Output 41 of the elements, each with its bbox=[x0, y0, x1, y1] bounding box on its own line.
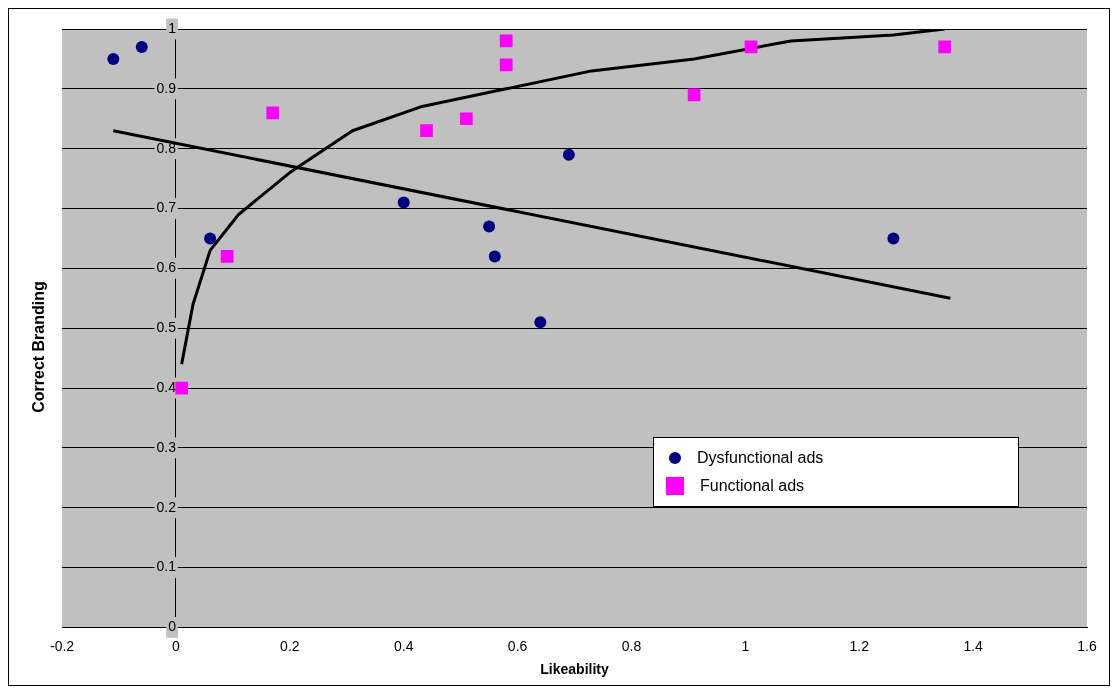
point bbox=[687, 88, 701, 102]
y-tick-label: 0.3 bbox=[156, 438, 177, 455]
x-tick-label: 0.2 bbox=[280, 637, 300, 654]
y-axis-title: Correct Branding bbox=[30, 281, 48, 413]
point bbox=[938, 40, 952, 54]
legend-label: Dysfunctional ads bbox=[697, 449, 824, 467]
y-tick-label: 0.9 bbox=[156, 79, 177, 96]
x-tick-label: 0.8 bbox=[621, 637, 642, 654]
point bbox=[534, 316, 547, 329]
x-tick-label: 1 bbox=[741, 637, 750, 654]
y-tick-label: 0.1 bbox=[156, 558, 177, 575]
point bbox=[887, 232, 900, 245]
point bbox=[483, 220, 496, 233]
x-axis-title: Likeability bbox=[540, 661, 609, 678]
point bbox=[499, 34, 513, 48]
point bbox=[499, 58, 513, 72]
point bbox=[266, 106, 280, 120]
point bbox=[175, 381, 188, 395]
point bbox=[488, 250, 501, 263]
y-tick-label: 0.8 bbox=[156, 139, 177, 156]
x-tick-label: 0.6 bbox=[507, 637, 528, 654]
point bbox=[135, 40, 148, 53]
y-tick-label: 1 bbox=[168, 19, 177, 36]
y-tick-label: 0.5 bbox=[156, 319, 177, 336]
x-tick-label: 1.4 bbox=[963, 637, 984, 654]
x-tick-label: 1.2 bbox=[849, 637, 870, 654]
point bbox=[220, 250, 234, 263]
point bbox=[459, 112, 473, 126]
y-tick-label: 0.6 bbox=[156, 259, 177, 276]
y-tick-label: 0.7 bbox=[156, 199, 177, 216]
point bbox=[562, 148, 575, 161]
y-tick-label: 0.2 bbox=[156, 498, 177, 515]
point bbox=[107, 52, 120, 65]
point bbox=[397, 196, 410, 209]
legend-label: Functional ads bbox=[700, 477, 805, 495]
x-tick-label: 1.6 bbox=[1077, 637, 1097, 654]
y-tick-label: 0 bbox=[168, 618, 177, 635]
point bbox=[204, 232, 217, 245]
x-tick-label: -0.2 bbox=[50, 637, 75, 654]
x-tick-label: 0.4 bbox=[393, 637, 414, 654]
point bbox=[420, 124, 433, 138]
